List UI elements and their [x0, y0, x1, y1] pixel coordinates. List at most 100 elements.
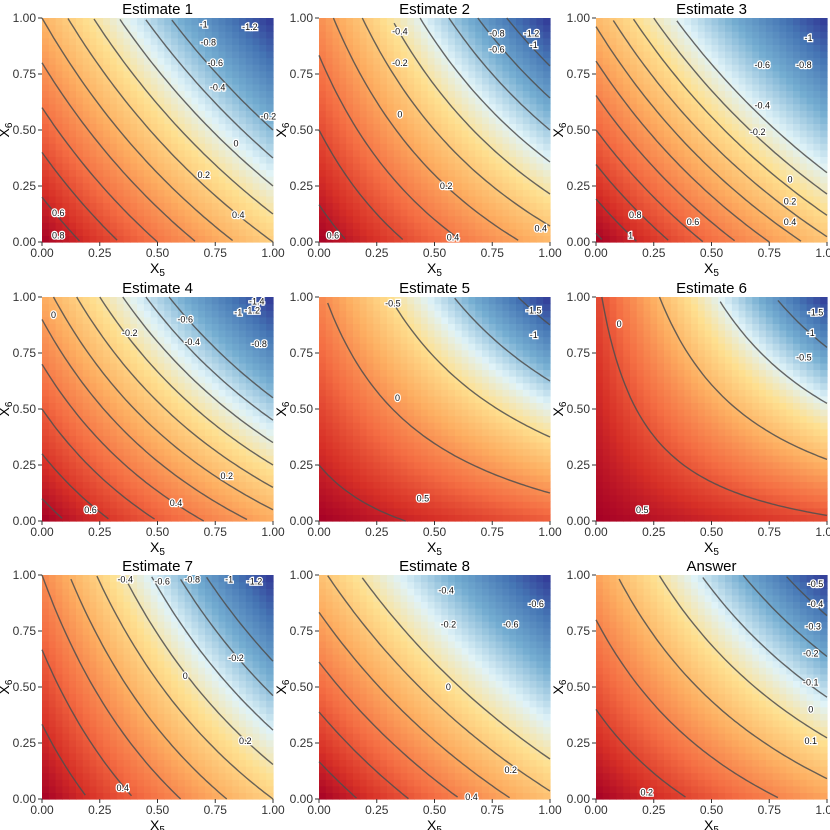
heat-cell: [96, 310, 104, 318]
heat-cell: [143, 70, 152, 78]
heat-cell: [806, 228, 815, 237]
heat-cell: [529, 202, 538, 210]
heat-cell: [211, 50, 220, 59]
heat-cell: [427, 44, 436, 52]
heat-cell: [454, 24, 463, 32]
heat-cell: [643, 24, 651, 32]
heat-cell: [752, 169, 760, 177]
heat-cell: [596, 162, 604, 171]
heat-cell: [414, 37, 422, 45]
heat-cell: [468, 209, 476, 217]
heat-cell: [143, 507, 152, 516]
heat-cell: [502, 130, 510, 138]
heat-cell: [239, 169, 247, 177]
heat-cell: [157, 376, 165, 384]
heat-cell: [475, 162, 483, 171]
heat-cell: [48, 143, 57, 151]
heat-cell: [89, 448, 97, 456]
heat-cell: [731, 222, 740, 230]
heat-cell: [184, 209, 193, 217]
heat-cell: [697, 222, 706, 230]
heat-cell: [42, 402, 50, 410]
heat-cell: [82, 215, 91, 223]
heat-cell: [609, 169, 617, 177]
heat-cell: [245, 222, 254, 230]
heat-cell: [643, 149, 651, 157]
heat-cell: [475, 50, 483, 59]
heat-cell: [725, 31, 733, 39]
heat-cell: [657, 195, 665, 204]
heat-cell: [225, 336, 233, 344]
heat-cell: [225, 303, 233, 311]
heat-cell: [407, 70, 415, 78]
heat-cell: [123, 415, 131, 423]
heat-cell: [386, 189, 395, 197]
heat-cell: [536, 195, 544, 204]
heat-cell: [725, 149, 733, 157]
heat-cell: [130, 343, 138, 351]
contour-line: [41, 107, 158, 243]
contour-line: [595, 129, 704, 243]
panel-title: Estimate 3: [676, 1, 747, 18]
heat-cell: [143, 474, 152, 483]
contour-label: -0.4: [392, 26, 408, 36]
heat-cell: [752, 209, 760, 217]
heat-cell: [157, 235, 165, 243]
heat-cell: [677, 209, 685, 217]
heat-cell: [205, 488, 213, 496]
contour-label: -1: [804, 33, 812, 43]
heat-cell: [103, 402, 111, 410]
heat-cell: [103, 428, 111, 436]
heat-cell: [62, 435, 70, 443]
heat-cell: [198, 235, 206, 243]
heat-cell: [366, 57, 374, 65]
heat-cell: [96, 31, 104, 39]
heat-cell: [325, 448, 334, 456]
heat-cell: [434, 97, 442, 105]
heat-cell: [123, 402, 131, 410]
heat-cell: [434, 222, 442, 230]
heat-cell: [42, 382, 50, 390]
heat-cell: [150, 435, 159, 443]
heat-cell: [184, 189, 193, 197]
heat-cell: [434, 57, 442, 65]
heat-cell: [482, 149, 490, 157]
heat-cell: [157, 428, 165, 436]
heat-cell: [69, 441, 77, 450]
heat-cell: [731, 44, 740, 52]
contour-label: -1.2: [244, 305, 260, 315]
heat-cell: [252, 209, 261, 217]
heat-cell: [69, 70, 77, 78]
heat-cell: [225, 123, 233, 131]
heat-cell: [150, 103, 159, 111]
heat-cell: [96, 422, 104, 430]
heat-cell: [150, 24, 159, 32]
heat-cell: [386, 156, 395, 164]
heat-cell: [239, 323, 247, 331]
heat-cell: [211, 494, 220, 502]
heat-cell: [198, 209, 206, 217]
heat-cell: [813, 215, 821, 223]
heat-cell: [448, 209, 456, 217]
heat-cell: [366, 215, 374, 223]
heat-cell: [677, 143, 685, 151]
heat-cell: [48, 428, 57, 436]
heat-cell: [184, 83, 193, 92]
heat-cell: [711, 162, 719, 171]
heat-cell: [596, 182, 604, 190]
heat-cell: [529, 215, 538, 223]
heat-cell: [725, 103, 733, 111]
heat-cell: [461, 189, 470, 197]
heat-cell: [468, 162, 476, 171]
heat-cell: [602, 235, 611, 243]
heat-cell: [137, 162, 145, 171]
heat-cell: [536, 169, 544, 177]
heat-cell: [130, 130, 138, 138]
heat-cell: [42, 343, 50, 351]
heat-cell: [218, 356, 227, 364]
heat-cell: [164, 77, 172, 85]
heat-cell: [454, 70, 463, 78]
heat-cell: [130, 169, 138, 177]
heat-cell: [420, 136, 429, 144]
heat-cell: [636, 182, 645, 190]
